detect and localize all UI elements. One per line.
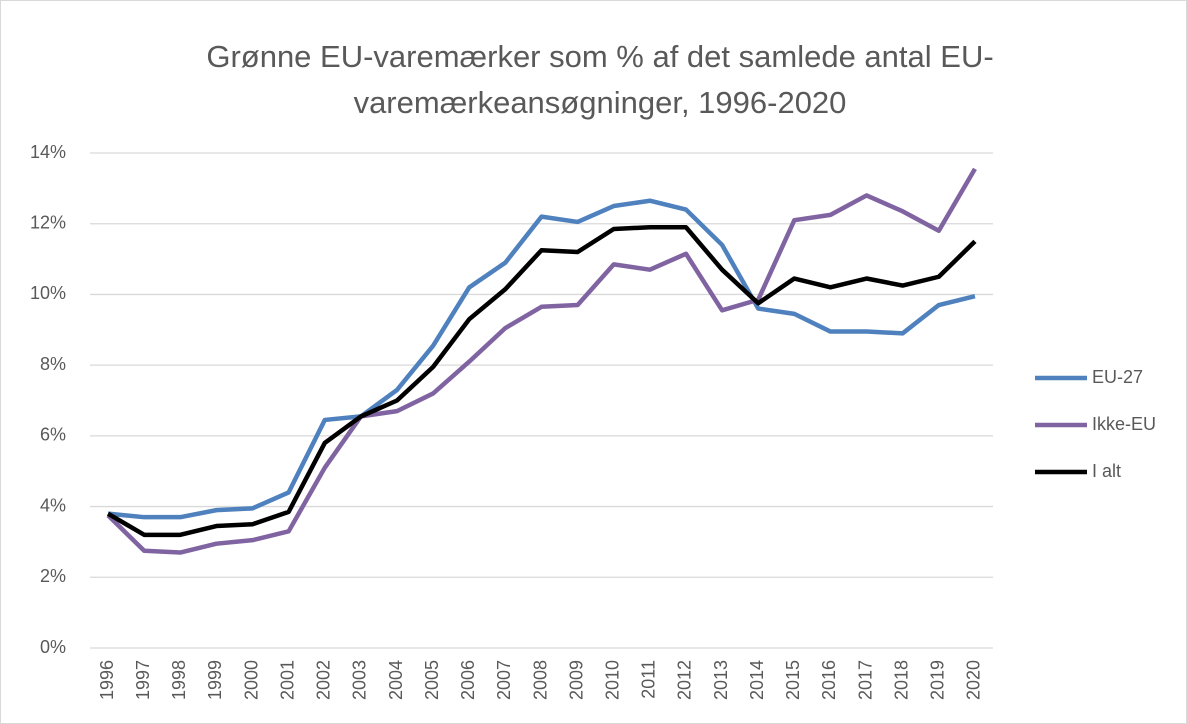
chart-title: Grønne EU-varemærker som % af det samled…	[206, 39, 994, 120]
x-tick-label: 2009	[566, 660, 586, 700]
x-tick-label: 2016	[819, 660, 839, 700]
x-tick-label: 1998	[169, 660, 189, 700]
y-tick-label: 10%	[30, 283, 66, 303]
x-tick-label: 2013	[711, 660, 731, 700]
x-tick-label: 2017	[855, 660, 875, 700]
y-tick-label: 14%	[30, 142, 66, 162]
y-tick-label: 12%	[30, 212, 66, 232]
y-tick-label: 8%	[40, 354, 66, 374]
x-tick-label: 2002	[314, 660, 334, 700]
x-tick-label: 2018	[891, 660, 911, 700]
x-tick-label: 2010	[602, 660, 622, 700]
x-tick-label: 2011	[639, 660, 659, 699]
x-tick-label: 2001	[277, 660, 297, 700]
y-tick-label: 0%	[40, 637, 66, 657]
x-tick-label: 2000	[241, 660, 261, 700]
x-tick-label: 2003	[350, 660, 370, 700]
x-tick-label: 2014	[747, 660, 767, 700]
y-tick-label: 4%	[40, 495, 66, 515]
x-tick-label: 2005	[422, 660, 442, 700]
legend-label: Ikke-EU	[1092, 414, 1156, 434]
data-line	[107, 198, 976, 520]
y-tick-label: 2%	[40, 566, 66, 586]
x-tick-label: 2007	[494, 660, 514, 700]
x-tick-label: 2015	[783, 660, 803, 700]
x-tick-label: 2006	[458, 660, 478, 700]
x-tick-label: 2012	[675, 660, 695, 700]
data-line	[106, 225, 977, 538]
x-tick-label: 2020	[964, 660, 984, 700]
x-tick-label: 1996	[97, 660, 117, 700]
data-line	[106, 167, 977, 555]
legend-label: I alt	[1092, 461, 1121, 481]
x-tick-label: 1997	[133, 660, 153, 700]
x-tick-label: 2008	[530, 660, 550, 700]
legend-label: EU-27	[1092, 367, 1143, 387]
x-tick-label: 2004	[386, 660, 406, 700]
x-tick-label: 2019	[928, 660, 948, 700]
y-tick-label: 6%	[40, 425, 66, 445]
x-tick-label: 1999	[205, 660, 225, 700]
